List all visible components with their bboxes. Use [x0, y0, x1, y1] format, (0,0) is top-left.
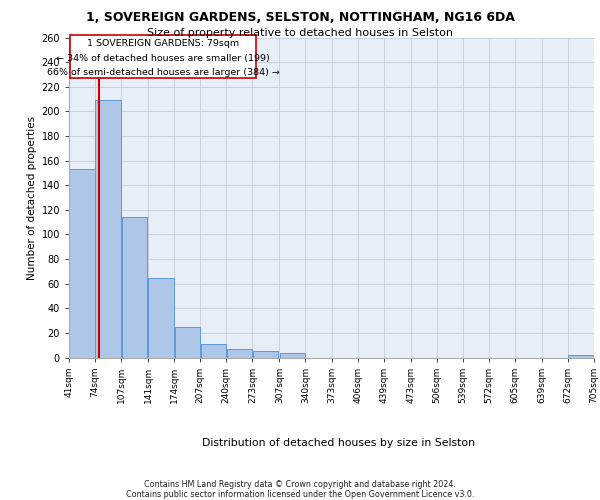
Text: Contains HM Land Registry data © Crown copyright and database right 2024.
Contai: Contains HM Land Registry data © Crown c…: [126, 480, 474, 499]
Text: Size of property relative to detached houses in Selston: Size of property relative to detached ho…: [147, 28, 453, 38]
Bar: [200, 344, 226, 358]
Bar: [122, 217, 147, 358]
Bar: [280, 352, 305, 358]
Bar: [253, 352, 278, 358]
Bar: [70, 169, 95, 358]
Bar: [227, 349, 252, 358]
FancyBboxPatch shape: [70, 35, 256, 78]
Bar: [95, 100, 121, 358]
Text: Distribution of detached houses by size in Selston: Distribution of detached houses by size …: [202, 438, 475, 448]
Text: 66% of semi-detached houses are larger (384) →: 66% of semi-detached houses are larger (…: [47, 68, 280, 77]
Bar: [175, 326, 200, 358]
Y-axis label: Number of detached properties: Number of detached properties: [27, 116, 37, 280]
Bar: [148, 278, 174, 357]
Text: ← 34% of detached houses are smaller (199): ← 34% of detached houses are smaller (19…: [56, 54, 270, 62]
Bar: [568, 355, 593, 358]
Text: 1 SOVEREIGN GARDENS: 79sqm: 1 SOVEREIGN GARDENS: 79sqm: [87, 39, 239, 48]
Text: 1, SOVEREIGN GARDENS, SELSTON, NOTTINGHAM, NG16 6DA: 1, SOVEREIGN GARDENS, SELSTON, NOTTINGHA…: [86, 11, 514, 24]
